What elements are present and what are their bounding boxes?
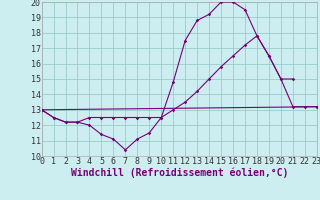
X-axis label: Windchill (Refroidissement éolien,°C): Windchill (Refroidissement éolien,°C) bbox=[70, 167, 288, 178]
